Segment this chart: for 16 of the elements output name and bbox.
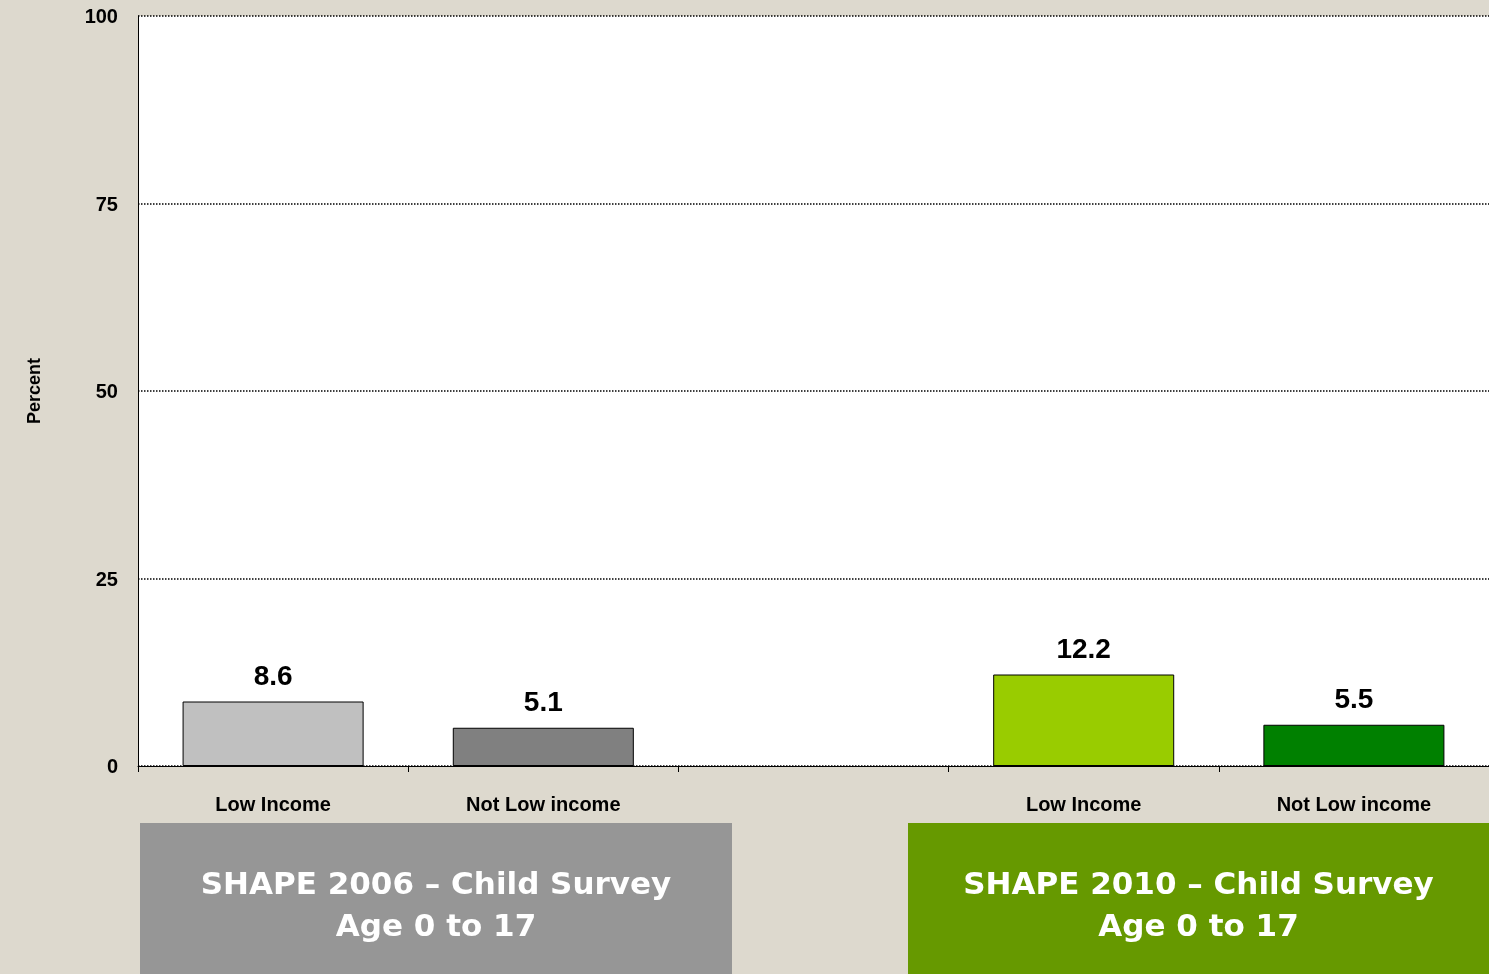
y-tick-label: 75: [95, 192, 118, 215]
data-label: 12.2: [1056, 633, 1111, 664]
x-tick-label: Not Low income: [466, 793, 621, 815]
text: SHAPE 2006 – Child Survey Age 0 to 17: [200, 865, 672, 943]
y-tick-label: 100: [84, 5, 118, 27]
y-tick-label: 25: [95, 567, 118, 590]
y-axis-title: Percent: [24, 357, 44, 425]
y-tick-label: 50: [95, 380, 118, 402]
x-tick-label: Low Income: [1025, 793, 1142, 815]
data-label: 5.1: [523, 686, 563, 718]
data-label: 8.6: [253, 660, 293, 691]
data-label: 5.5: [1334, 683, 1374, 715]
x-tick-label: Not Low income: [1276, 793, 1432, 815]
y-tick-label: 0: [106, 755, 118, 777]
x-tick-label: Low Income: [215, 793, 331, 815]
text: SHAPE 2010 – Child Survey Age 0 to 17: [963, 865, 1434, 943]
